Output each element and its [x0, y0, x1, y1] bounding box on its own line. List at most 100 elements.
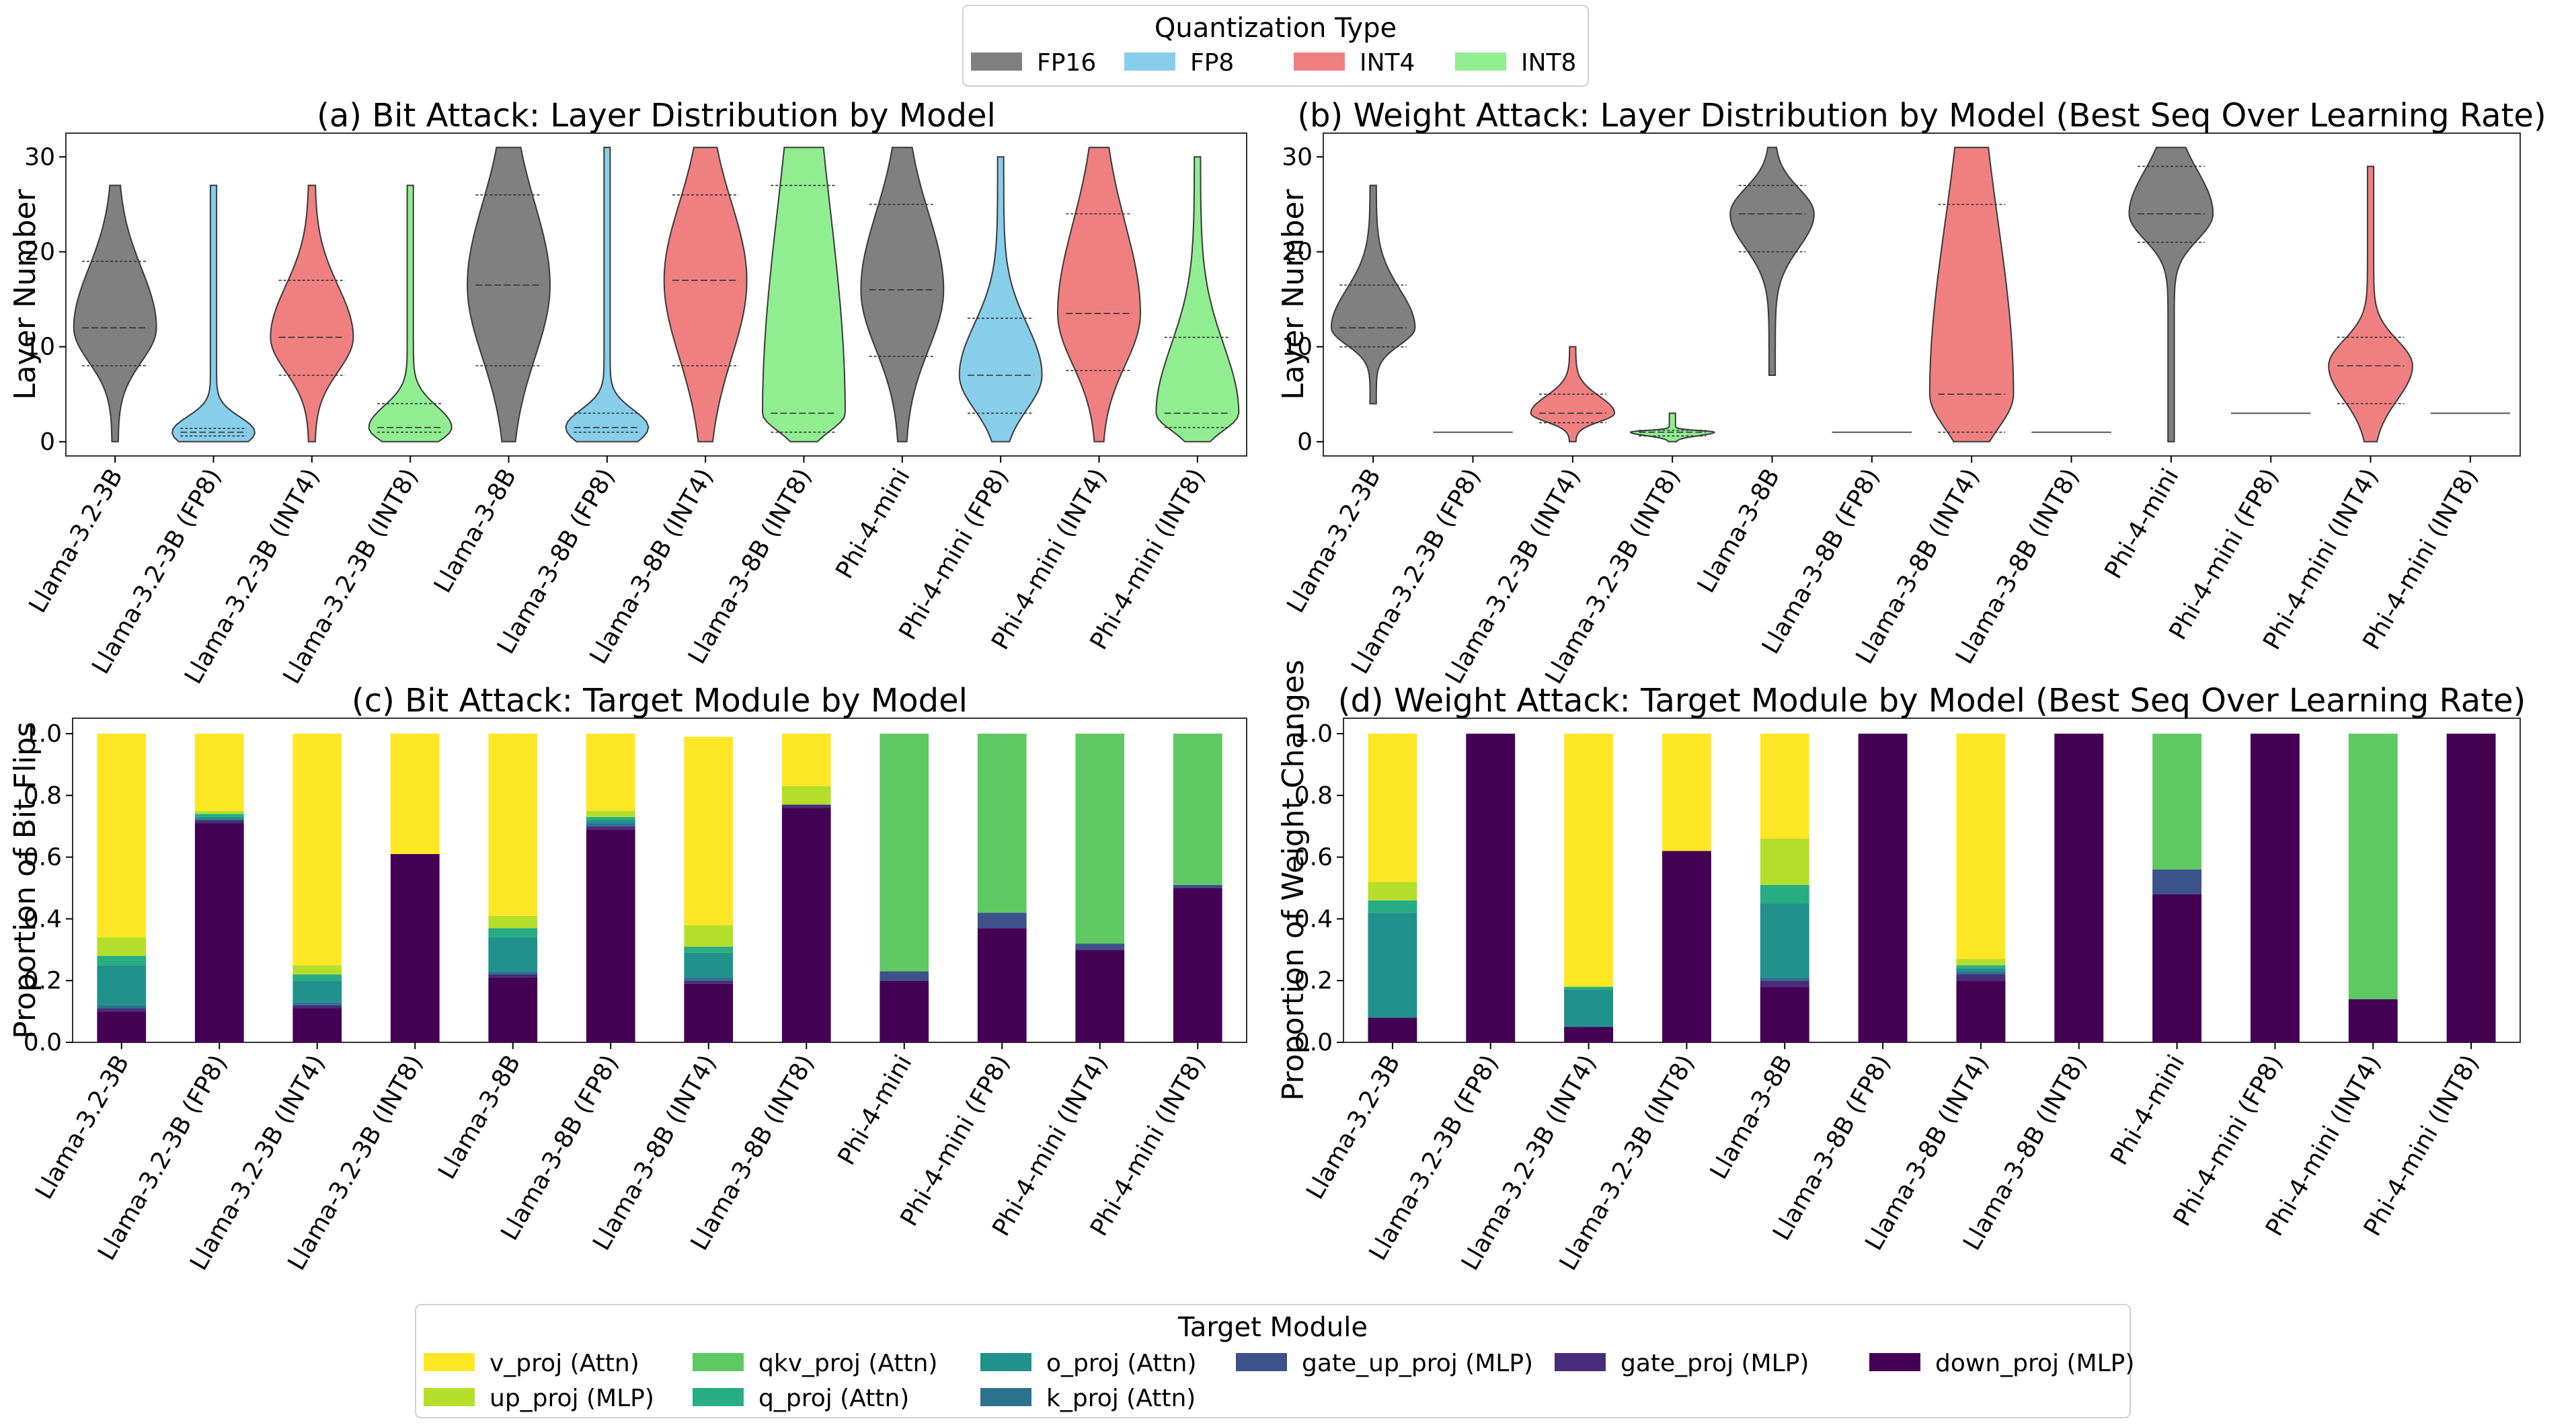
bar-segment-up-proj-mlp	[781, 785, 831, 805]
legend-swatch	[693, 1388, 744, 1406]
legend-label: o_proj (Attn)	[1046, 1350, 1197, 1377]
legend-item-int4: INT4	[1294, 49, 1415, 77]
legend-title: Target Module	[1177, 1312, 1368, 1343]
legend-title: Quantization Type	[1155, 13, 1397, 44]
legend-swatch	[1869, 1353, 1920, 1371]
bar-segment-gate-up-proj-mlp	[2152, 869, 2202, 894]
bar-segment-v-proj-attn	[1368, 733, 1417, 882]
panel-a-bit-layer-violin: (a) Bit Attack: Layer Distribution by Mo…	[8, 97, 1247, 689]
target-module-legend: Target Module v_proj (Attn) up_proj (MLP) q…	[415, 1304, 2134, 1418]
bar-segment-down-proj-mlp	[2446, 733, 2496, 1042]
legend-swatch	[1124, 52, 1175, 71]
bar-segment-down-proj-mlp	[2152, 894, 2202, 1042]
x-tick-label-phi-4-mini-int4: Phi-4-mini (INT4)	[2258, 464, 2384, 654]
legend-label: INT4	[1360, 49, 1415, 77]
violin-body	[171, 184, 256, 442]
stacked-bar-llama-3-2-3b-int4	[1564, 733, 1614, 1042]
panel-d-weight-module-bars: (d) Weight Attack: Target Module by Mode…	[1276, 660, 2526, 1275]
bar-segment-up-proj-mlp	[1368, 882, 1417, 900]
y-tick-label: 0.8	[24, 782, 62, 810]
y-tick-label: 0.4	[24, 905, 62, 933]
bar-segment-gate-up-proj-mlp	[977, 913, 1027, 929]
bar-segment-down-proj-mlp	[781, 808, 831, 1042]
x-tick-label-phi-4-mini-fp8: Phi-4-mini (FP8)	[894, 464, 1014, 644]
y-axis-label: Layer Number	[8, 188, 42, 399]
bar-segment-v-proj-attn	[194, 733, 244, 811]
y-tick-label: 0.0	[1294, 1029, 1333, 1056]
x-tick-label-llama-3-2-3b: Llama-3.2-3B	[30, 1050, 135, 1204]
bar-segment-v-proj-attn	[488, 733, 538, 916]
bar-segment-gate-up-proj-mlp	[1173, 884, 1222, 888]
bar-segment-qkv-proj-attn	[977, 733, 1027, 913]
bar-segment-qkv-proj-attn	[1173, 733, 1222, 885]
panel-b-weight-layer-violin: (b) Weight Attack: Layer Distribution by…	[1276, 97, 2546, 689]
legend-swatch	[424, 1388, 475, 1406]
violin-body	[368, 184, 453, 442]
violin-body	[2328, 165, 2413, 442]
stacked-bar-llama-3-8b	[488, 733, 538, 1042]
violin-llama-3-8b-int4	[663, 147, 748, 442]
bar-segment-q-proj-attn	[684, 946, 734, 953]
stacked-bar-phi-4-mini-fp8	[2250, 733, 2300, 1042]
bar-segment-q-proj-attn	[1956, 965, 2006, 968]
violin-body	[466, 147, 551, 442]
bar-segment-down-proj-mlp	[2348, 999, 2398, 1042]
bar-segment-v-proj-attn	[1662, 733, 1711, 851]
x-tick-label-llama-3-8b: Llama-3-8B	[429, 464, 522, 598]
stacked-bar-phi-4-mini-int8	[2446, 733, 2496, 1042]
bar-segment-gate-proj-mlp	[586, 826, 635, 830]
x-tick-label-llama-3-8b: Llama-3-8B	[1705, 1050, 1798, 1184]
legend-swatch	[971, 52, 1022, 71]
legend-label: FP8	[1190, 49, 1234, 77]
stacked-bar-phi-4-mini-int4	[1075, 733, 1125, 1042]
x-tick-label-llama-3-8b: Llama-3-8B	[433, 1050, 526, 1184]
bar-segment-qkv-proj-attn	[880, 733, 929, 972]
legend-swatch	[980, 1388, 1031, 1406]
bar-segment-o-proj-attn	[97, 965, 147, 1005]
y-tick-label: 0.6	[1294, 844, 1333, 872]
axes-frame	[1343, 718, 2521, 1043]
y-tick-label: 0.6	[24, 844, 62, 872]
bar-segment-o-proj-attn	[586, 820, 635, 824]
violin-body	[1056, 147, 1142, 442]
legend-label: up_proj (MLP)	[490, 1385, 654, 1412]
violin-llama-3-8b-int4	[1928, 147, 2015, 442]
axes-frame	[72, 718, 1247, 1043]
bar-segment-down-proj-mlp	[586, 829, 635, 1042]
violin-llama-3-2-3b-int8	[368, 184, 453, 442]
y-tick-label: 10	[1282, 334, 1313, 361]
violin-body	[1155, 156, 1240, 442]
legend-item-gate-proj-mlp: gate_proj (MLP)	[1555, 1350, 1809, 1377]
violin-phi-4-mini-int4	[2328, 165, 2413, 442]
y-tick-label: 1.0	[1294, 720, 1333, 748]
bar-segment-gate-proj-mlp	[292, 1005, 342, 1009]
bar-segment-o-proj-attn	[684, 952, 734, 978]
bar-segment-gate-proj-mlp	[194, 820, 244, 824]
bar-segment-down-proj-mlp	[1662, 851, 1711, 1042]
bar-segment-gate-proj-mlp	[488, 974, 538, 978]
bar-segment-q-proj-attn	[97, 956, 147, 966]
violin-body	[761, 147, 847, 442]
quantization-legend: Quantization Type FP16 FP8 INT4 INT8	[962, 5, 1589, 87]
stacked-bar-phi-4-mini	[880, 733, 929, 1042]
legend-item-o-proj-attn: o_proj (Attn)	[980, 1350, 1197, 1377]
legend-label: down_proj (MLP)	[1935, 1350, 2134, 1377]
bar-segment-down-proj-mlp	[292, 1008, 342, 1042]
stacked-bar-phi-4-mini-fp8	[977, 733, 1027, 1042]
x-tick-label-llama-3-8b: Llama-3-8B	[1692, 464, 1785, 598]
bar-segment-down-proj-mlp	[2054, 733, 2104, 1042]
y-axis-label: Proportion of Weight Changes	[1276, 660, 1311, 1101]
legend-item-int8: INT8	[1455, 49, 1576, 77]
legend-swatch	[980, 1353, 1031, 1371]
bar-segment-o-proj-attn	[488, 937, 538, 972]
bar-segment-q-proj-attn	[1760, 884, 1809, 904]
violin-llama-3-2-3b-fp8	[171, 184, 256, 442]
y-tick-label: 0.2	[24, 967, 62, 995]
stacked-bar-llama-3-2-3b-int4	[292, 733, 342, 1042]
bar-segment-up-proj-mlp	[586, 810, 635, 817]
bar-segment-q-proj-attn	[292, 974, 342, 981]
legend-label: gate_proj (MLP)	[1621, 1350, 1809, 1377]
stacked-bar-llama-3-8b	[1760, 733, 1809, 1042]
x-tick-label-phi-4-mini-fp8: Phi-4-mini (FP8)	[2164, 464, 2284, 644]
